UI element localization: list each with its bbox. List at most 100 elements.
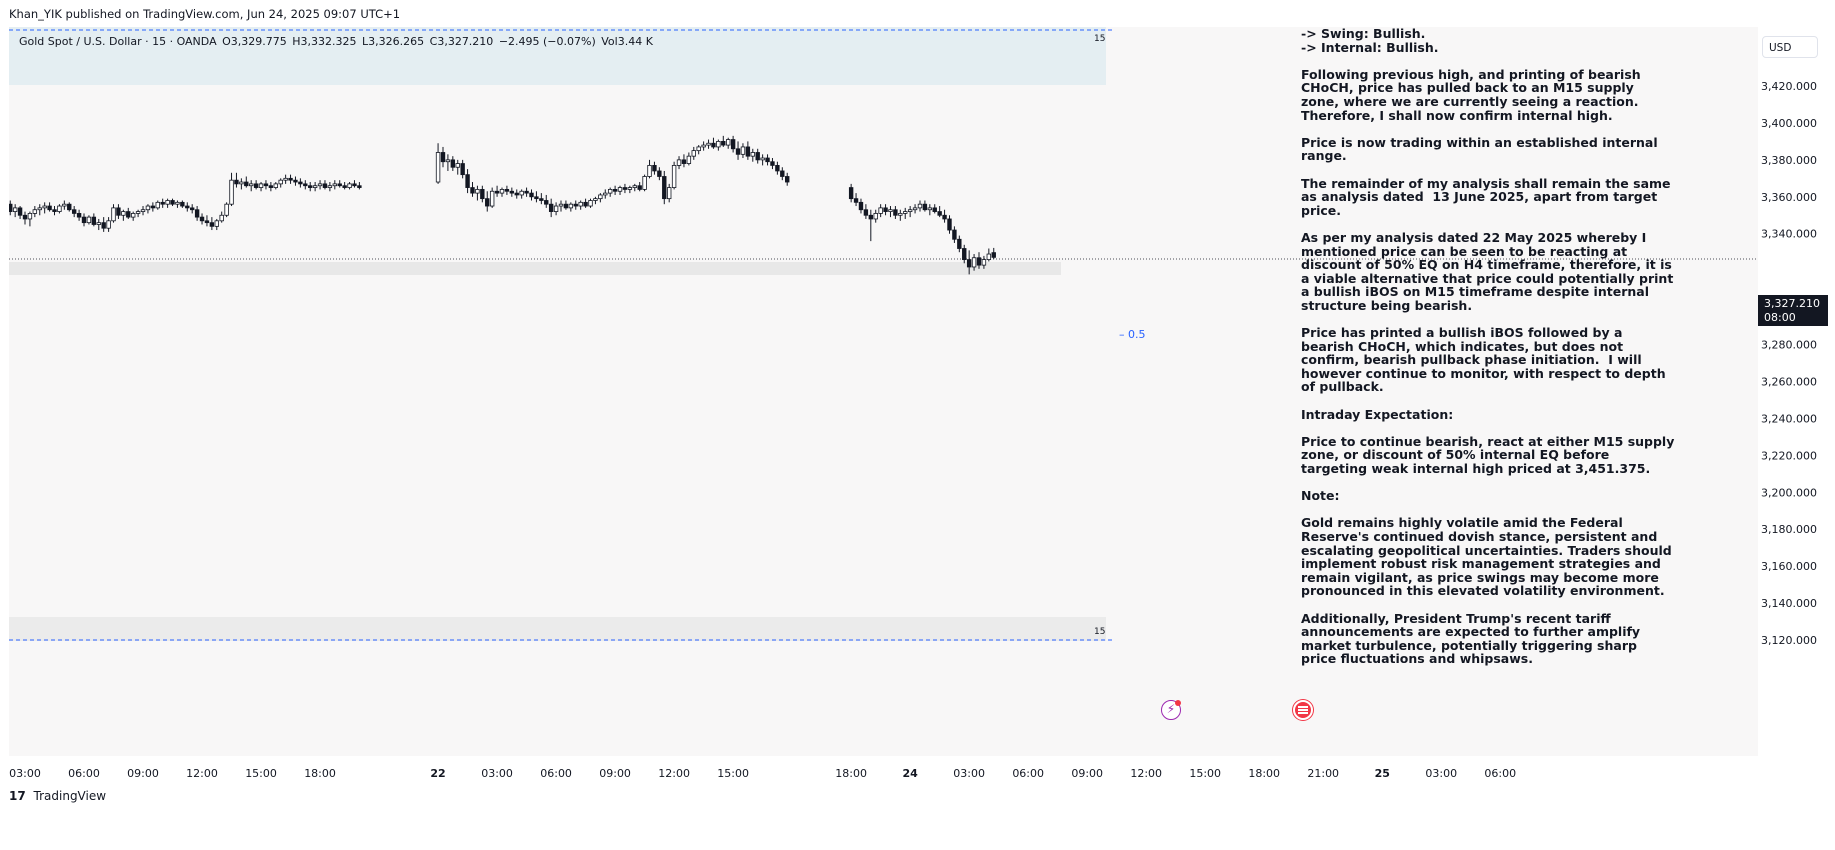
price-chart[interactable]: 15 15 – 0.5 [9,27,1758,756]
candle [750,148,755,162]
candle [155,200,160,210]
candle-body [47,205,52,211]
low-value: L3,326.265 [362,35,425,48]
candle-body [465,174,470,188]
candle [47,202,52,212]
candle-body [258,183,264,188]
candle [927,204,933,216]
candle [180,200,185,208]
candle [662,170,667,205]
candle-body [175,201,180,205]
time-axis[interactable]: 03:00 06:00 09:00 12:00 15:00 18:00 22 03:00 06:… [0,756,1835,789]
candle-body [455,163,460,168]
candle-body [873,213,878,220]
candle-body [308,185,313,188]
candle [578,200,583,210]
candle [721,135,726,147]
candle-body [962,248,967,260]
candle [268,182,274,192]
candle [347,182,352,190]
candle [686,152,692,166]
candle [617,185,623,195]
candle-body [494,190,500,194]
us-flag-event-icon[interactable] [1293,700,1313,720]
candle-body [903,211,908,214]
time-tick-label: 25 [1375,767,1390,780]
candle-body [475,189,480,194]
candle [583,198,588,208]
candle-body [145,205,151,211]
candle [249,180,254,192]
candle-body [991,252,996,258]
candle-body [101,222,106,229]
tradingview-brand[interactable]: TradingView [33,789,107,803]
candle-body [745,146,751,157]
chart-pane[interactable]: 15 15 – 0.5 [9,27,1758,756]
candle [657,167,662,181]
candle [883,204,888,216]
currency-selector[interactable]: USD [1762,36,1818,58]
candle [898,209,903,221]
candle-body [209,222,215,227]
analysis-note: -> Swing: Bullish. -> Internal: Bullish.… [1301,27,1676,680]
candle-body [553,205,559,212]
box-label-bottom: 15 [1094,627,1105,637]
tradingview-logo-icon[interactable]: 17 [9,789,26,803]
candle-body [647,165,652,177]
candle [22,211,28,225]
candle-body [622,187,628,190]
candle-body [898,213,903,216]
candle [101,217,106,232]
time-tick-label: 09:00 [599,767,631,780]
candle [224,202,229,218]
candle-body [91,216,97,225]
candle [450,156,456,171]
candle [922,200,928,212]
candle [986,248,992,262]
candle-body [730,139,736,150]
candle-body [785,176,790,183]
price-axis[interactable]: 3,420.000 3,400.000 3,380.000 3,360.000 3,34… [1758,27,1835,778]
candle-body [509,190,515,194]
candle [140,206,146,216]
candle-body [81,216,87,224]
candle [868,209,874,242]
candle-body [519,190,524,196]
candle [701,141,706,151]
candle [150,202,156,212]
candle-body [347,183,352,188]
candle-body [548,203,554,212]
candle-body [848,187,854,200]
candle [71,206,77,218]
analysis-paragraph: -> Swing: Bullish. -> Internal: Bullish. [1301,26,1439,55]
candle-body [9,203,13,212]
candle [558,200,564,212]
volume-value: Vol3.44 K [601,35,653,48]
candle [121,209,126,221]
candle [209,217,215,231]
time-tick-label: 03:00 [9,767,41,780]
candle [544,194,549,208]
event-dot-icon [1175,700,1181,706]
supply-zone-top [9,27,1106,85]
candle [312,182,318,192]
candle-body [593,198,598,201]
candle [647,159,652,179]
open-value: O3,329.775 [222,35,287,48]
last-price-tag: 3,327.210 08:00 [1758,295,1828,326]
candle-body [735,148,741,155]
candle [234,172,239,188]
price-tick-label: 3,200.000 [1761,486,1817,499]
candle-body [42,205,47,209]
candle [529,189,534,201]
candle-body [229,179,234,205]
candle [681,154,687,168]
candle-body [140,209,146,212]
candle-body [224,203,229,216]
price-tick-label: 3,340.000 [1761,228,1817,241]
candle [775,161,780,175]
candle-body [888,209,893,212]
candle [293,176,298,186]
time-axis-svg: 03:00 06:00 09:00 12:00 15:00 18:00 22 03:00 06:… [9,767,1516,780]
symbol-label[interactable]: Gold Spot / U.S. Dollar · 15 · OANDA [19,35,217,48]
